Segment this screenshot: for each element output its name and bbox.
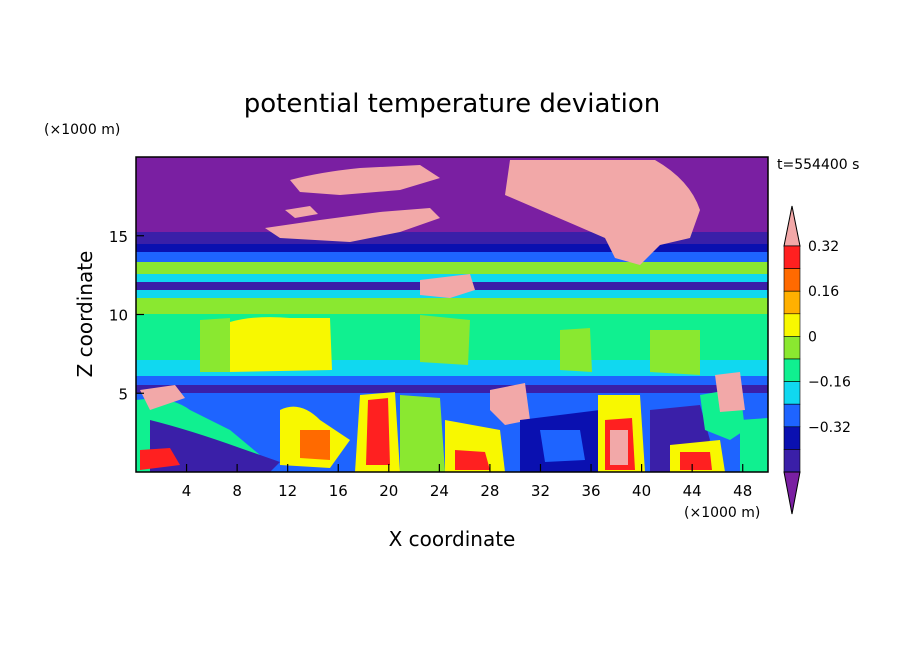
colorbar-segment	[783, 290, 801, 315]
time-label: t=554400 s	[777, 157, 859, 173]
colorbar-segment	[783, 403, 801, 428]
x-tick-label: 32	[531, 482, 550, 500]
x-tick-label: 36	[581, 482, 600, 500]
colorbar-label: 0.32	[808, 239, 839, 255]
x-unit-label: (×1000 m)	[684, 505, 760, 521]
colorbar-segment	[783, 268, 801, 292]
colorbar-min-arrow	[783, 471, 801, 515]
x-tick-label: 8	[232, 482, 242, 500]
colorbar-label: 0.16	[808, 284, 839, 300]
colorbar-label: −0.16	[808, 375, 851, 391]
colorbar-segment	[783, 358, 801, 382]
x-tick-label: 48	[733, 482, 752, 500]
warm-patch	[228, 317, 332, 372]
pink-cloud-right	[505, 160, 700, 265]
colorbar-segment	[783, 336, 801, 360]
y-tick-label: 15	[109, 228, 128, 246]
pink-cloud-left	[290, 165, 440, 195]
x-tick-label: 24	[430, 482, 449, 500]
y-axis: 5 10 15	[109, 228, 144, 403]
colorbar-label: 0	[808, 329, 817, 345]
colorbar-segment	[783, 381, 801, 405]
y-tick-label: 10	[109, 307, 128, 325]
y-axis-label: Z coordinate	[73, 251, 97, 378]
colorbar-segment	[783, 245, 801, 269]
y-tick-label: 5	[118, 385, 128, 403]
contour-field	[136, 157, 768, 472]
x-axis: 4 8 12 16 20 24 28 32 36 40 44 48	[182, 464, 752, 500]
colorbar-segment	[783, 313, 801, 337]
x-tick-label: 20	[379, 482, 398, 500]
y-unit-label: (×1000 m)	[44, 122, 120, 138]
x-axis-label: X coordinate	[389, 527, 516, 551]
x-tick-label: 28	[480, 482, 499, 500]
chart-title: potential temperature deviation	[244, 89, 660, 119]
colorbar-label: −0.32	[808, 420, 851, 436]
x-tick-label: 12	[278, 482, 297, 500]
x-tick-label: 16	[329, 482, 348, 500]
colorbar: 0.32 0.16 0 −0.16 −0.32	[783, 205, 851, 515]
colorbar-max-arrow	[783, 205, 801, 247]
x-tick-label: 40	[632, 482, 651, 500]
colorbar-segment	[783, 449, 801, 473]
colorbar-segment	[783, 426, 801, 450]
x-tick-label: 44	[683, 482, 702, 500]
x-tick-label: 4	[182, 482, 192, 500]
